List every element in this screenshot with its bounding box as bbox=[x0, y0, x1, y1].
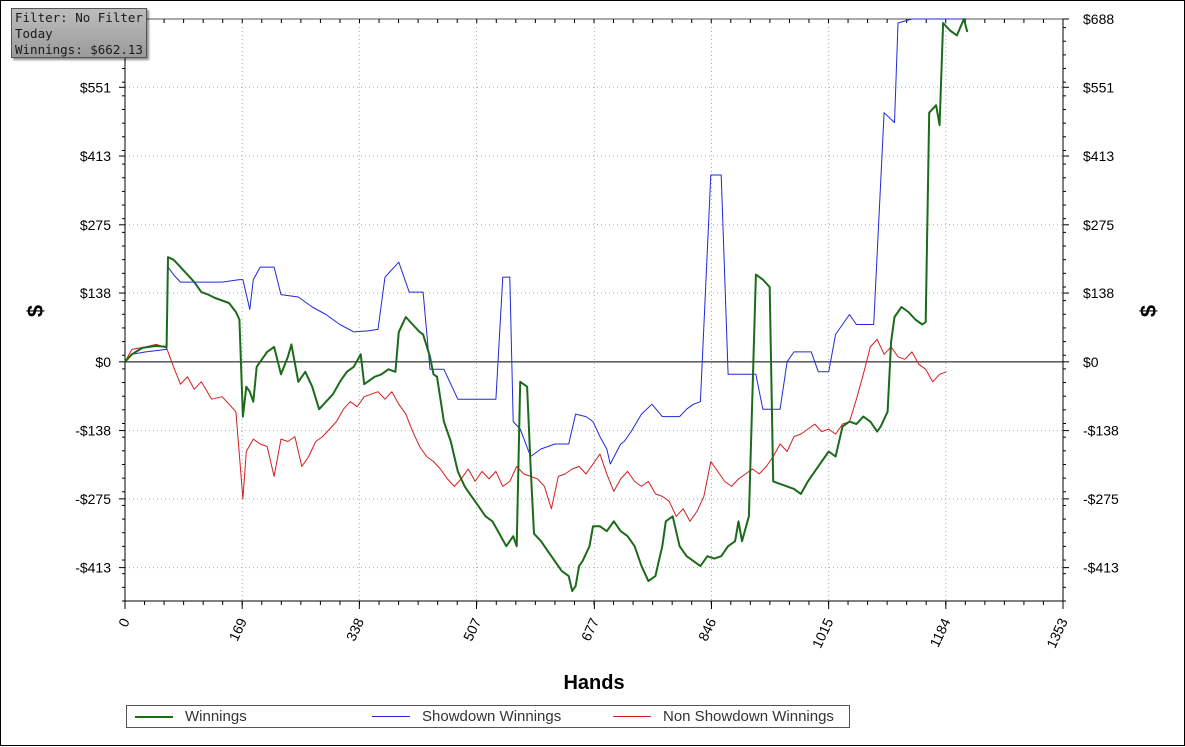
y-tick-label-right: $138 bbox=[1083, 285, 1114, 301]
grid bbox=[125, 18, 1063, 601]
x-tick-label: 677 bbox=[578, 615, 602, 643]
y-tick-label-left: $275 bbox=[80, 217, 111, 233]
x-tick-label: 1353 bbox=[1043, 615, 1071, 650]
legend-swatch-winnings bbox=[135, 715, 173, 718]
y-tick-label-left: $413 bbox=[80, 148, 111, 164]
y-tick-label-right: $0 bbox=[1083, 354, 1099, 370]
period-text: Today bbox=[15, 26, 53, 41]
series-line-winnings bbox=[124, 18, 969, 592]
legend-label-non-showdown: Non Showdown Winnings bbox=[663, 708, 834, 725]
y-tick-label-right: $551 bbox=[1083, 79, 1114, 95]
y-tick-label-left: -$275 bbox=[75, 491, 111, 507]
y-tick-label-left: -$138 bbox=[75, 423, 111, 439]
y-tick-label-left: $138 bbox=[80, 285, 111, 301]
x-tick-label: 0 bbox=[115, 615, 133, 629]
x-tick-label: 338 bbox=[343, 615, 367, 643]
y-tick-label-right: $688 bbox=[1083, 11, 1114, 27]
winnings-text: Winnings: $662.13 bbox=[15, 42, 143, 57]
y-tick-label-right: $275 bbox=[1083, 217, 1114, 233]
y-tick-label-right: $413 bbox=[1083, 148, 1114, 164]
chart-legend: Winnings Showdown Winnings Non Showdown … bbox=[126, 705, 850, 728]
y-tick-label-left: -$413 bbox=[75, 560, 111, 576]
tick-labels: $688$688$551$551$413$413$275$275$138$138… bbox=[75, 11, 1119, 651]
y-tick-label-right: -$138 bbox=[1083, 423, 1119, 439]
legend-swatch-showdown bbox=[372, 716, 410, 717]
series-lines bbox=[124, 18, 969, 592]
axes bbox=[119, 18, 1069, 609]
y-tick-label-right: -$413 bbox=[1083, 560, 1119, 576]
filter-info-box: Filter: No Filter Today Winnings: $662.1… bbox=[11, 8, 147, 58]
x-tick-label: 507 bbox=[460, 615, 484, 643]
filter-text: Filter: No Filter bbox=[15, 10, 143, 25]
y-axis-title-left: $ bbox=[23, 305, 48, 317]
x-axis-title: Hands bbox=[563, 672, 624, 694]
legend-swatch-non-showdown bbox=[613, 716, 651, 717]
y-tick-label-left: $551 bbox=[80, 79, 111, 95]
x-tick-label: 1184 bbox=[926, 615, 953, 649]
x-tick-label: 1015 bbox=[809, 615, 837, 650]
y-tick-label-right: -$275 bbox=[1083, 491, 1119, 507]
y-tick-label-left: $0 bbox=[95, 354, 111, 370]
y-axis-title-right: $ bbox=[1136, 305, 1161, 317]
legend-item-showdown: Showdown Winnings bbox=[372, 706, 561, 727]
legend-item-non-showdown: Non Showdown Winnings bbox=[613, 706, 834, 727]
legend-label-winnings: Winnings bbox=[185, 708, 247, 725]
x-tick-label: 169 bbox=[226, 615, 250, 643]
series-line-showdown-winnings bbox=[124, 18, 968, 465]
x-tick-label: 846 bbox=[695, 615, 719, 643]
legend-item-winnings: Winnings bbox=[135, 706, 247, 727]
series-line-non-showdown-winnings bbox=[124, 338, 947, 522]
legend-label-showdown: Showdown Winnings bbox=[422, 708, 562, 725]
